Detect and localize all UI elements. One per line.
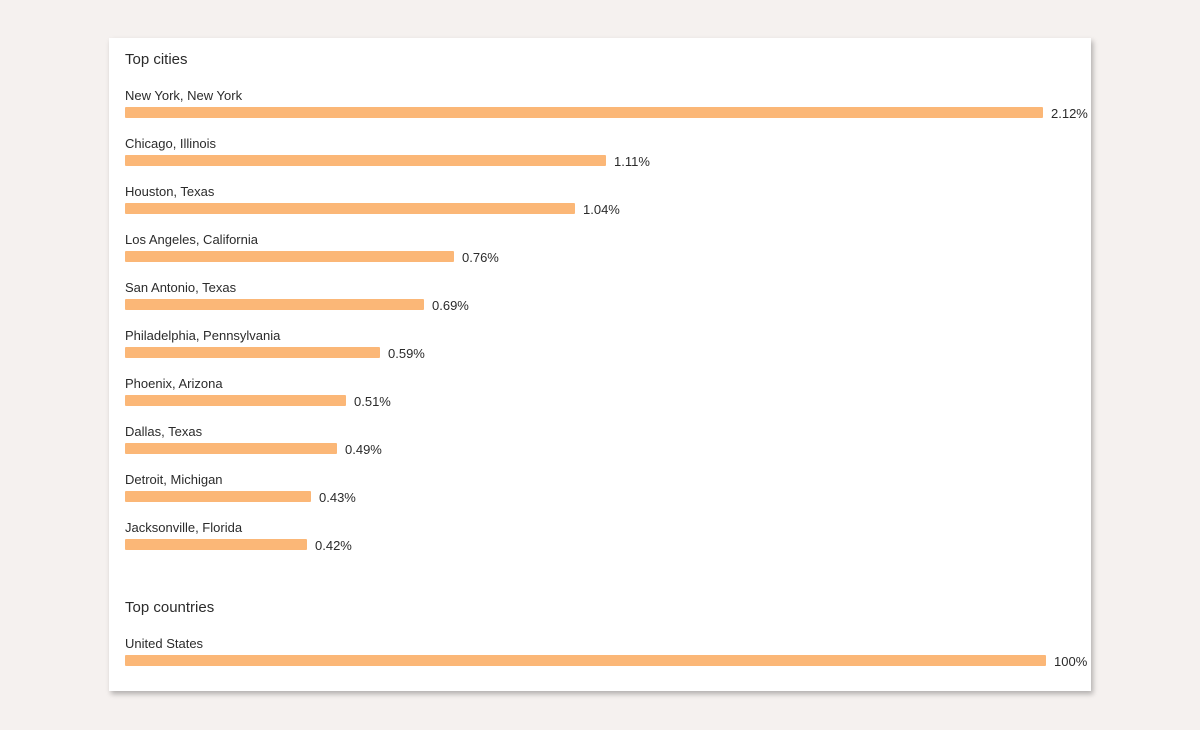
- city-percent: 0.42%: [315, 538, 352, 553]
- city-percent: 0.43%: [319, 490, 356, 505]
- city-label: Jacksonville, Florida: [125, 520, 243, 535]
- city-percent: 2.12%: [1051, 106, 1088, 121]
- city-row: Dallas, Texas 0.49%: [125, 424, 1089, 464]
- city-row: New York, New York 2.12%: [125, 88, 1089, 128]
- city-bar: [125, 491, 311, 502]
- city-row: Los Angeles, California 0.76%: [125, 232, 1089, 272]
- city-label: Los Angeles, California: [125, 232, 258, 247]
- country-percent: 100%: [1054, 654, 1088, 669]
- city-row: San Antonio, Texas 0.69%: [125, 280, 1089, 320]
- city-label: Detroit, Michigan: [125, 472, 223, 487]
- city-bar: [125, 251, 454, 262]
- city-label: Dallas, Texas: [125, 424, 203, 439]
- top-cities-title: Top cities: [125, 51, 188, 68]
- city-row: Jacksonville, Florida 0.42%: [125, 520, 1089, 560]
- city-row: Phoenix, Arizona 0.51%: [125, 376, 1089, 416]
- city-percent: 1.04%: [583, 202, 620, 217]
- city-percent: 0.76%: [462, 250, 499, 265]
- city-percent: 0.69%: [432, 298, 469, 313]
- city-label: San Antonio, Texas: [125, 280, 237, 295]
- city-row: Houston, Texas 1.04%: [125, 184, 1089, 224]
- city-bar: [125, 443, 337, 454]
- country-bar: [125, 655, 1046, 666]
- city-percent: 0.59%: [388, 346, 425, 361]
- city-bar: [125, 347, 380, 358]
- city-label: New York, New York: [125, 88, 243, 103]
- city-bar: [125, 203, 575, 214]
- city-percent: 0.51%: [354, 394, 391, 409]
- audience-location-card: Top cities New York, New York 2.12% Chic…: [109, 38, 1091, 691]
- city-bar: [125, 539, 307, 550]
- city-bar: [125, 107, 1043, 118]
- city-bar: [125, 155, 606, 166]
- city-label: Chicago, Illinois: [125, 136, 217, 151]
- country-row: United States 100%: [125, 636, 1089, 676]
- city-percent: 1.11%: [614, 154, 650, 169]
- city-bar: [125, 299, 424, 310]
- city-bar: [125, 395, 346, 406]
- city-label: Houston, Texas: [125, 184, 215, 199]
- city-row: Detroit, Michigan 0.43%: [125, 472, 1089, 512]
- city-label: Philadelphia, Pennsylvania: [125, 328, 281, 343]
- top-countries-title: Top countries: [125, 599, 215, 616]
- city-row: Chicago, Illinois 1.11%: [125, 136, 1089, 176]
- country-label: United States: [125, 636, 204, 651]
- city-row: Philadelphia, Pennsylvania 0.59%: [125, 328, 1089, 368]
- city-percent: 0.49%: [345, 442, 382, 457]
- city-label: Phoenix, Arizona: [125, 376, 223, 391]
